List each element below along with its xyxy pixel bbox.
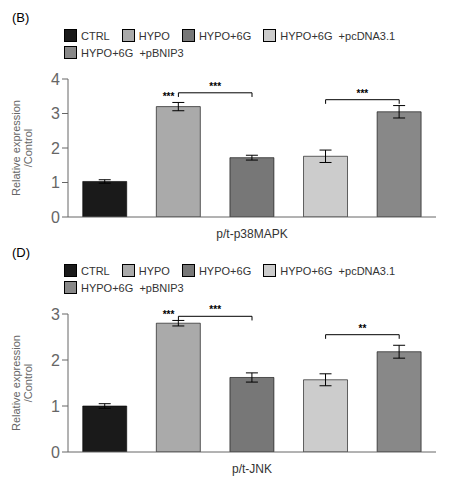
html-text:HYPO+6G +pBNIP3: HYPO+6G +pBNIP3 — [81, 281, 184, 294]
svg-text:0: 0 — [51, 209, 60, 226]
html-text:HYPO+6G +pcDNA3.1: HYPO+6G +pcDNA3.1 — [280, 29, 396, 42]
svg-text:**: ** — [359, 323, 367, 334]
svg-text:***: *** — [209, 81, 221, 92]
html-text:HYPO+6G: HYPO+6G — [198, 29, 252, 42]
svg-text:4: 4 — [51, 71, 60, 88]
svg-text:0: 0 — [51, 444, 60, 461]
html-text:CTRL: CTRL — [81, 29, 110, 42]
html-text:HYPO: HYPO — [138, 264, 170, 277]
html-text:(B): (B) — [12, 10, 30, 25]
svg-text:2: 2 — [51, 140, 60, 157]
svg-text:Relative expression/Control: Relative expression/Control — [10, 100, 34, 196]
svg-text:1: 1 — [51, 398, 60, 415]
svg-text:2: 2 — [51, 352, 60, 369]
svg-text:3: 3 — [51, 306, 60, 323]
html-text:CTRL: CTRL — [81, 264, 110, 277]
svg-text:p/t-JNK: p/t-JNK — [232, 462, 272, 476]
svg-text:***: *** — [163, 309, 175, 320]
html-text:HYPO+6G: HYPO+6G — [198, 264, 252, 277]
svg-text:***: *** — [357, 88, 369, 99]
svg-text:***: *** — [163, 91, 175, 102]
html-text:(D): (D) — [12, 245, 30, 260]
svg-text:Relative expression/Control: Relative expression/Control — [10, 335, 34, 431]
svg-text:***: *** — [209, 304, 221, 315]
html-text:HYPO+6G +pcDNA3.1: HYPO+6G +pcDNA3.1 — [280, 264, 396, 277]
html-text:HYPO: HYPO — [138, 29, 170, 42]
svg-text:p/t-p38MAPK: p/t-p38MAPK — [216, 227, 287, 241]
html-text:HYPO+6G +pBNIP3: HYPO+6G +pBNIP3 — [81, 46, 184, 59]
svg-text:3: 3 — [51, 105, 60, 122]
svg-text:1: 1 — [51, 174, 60, 191]
